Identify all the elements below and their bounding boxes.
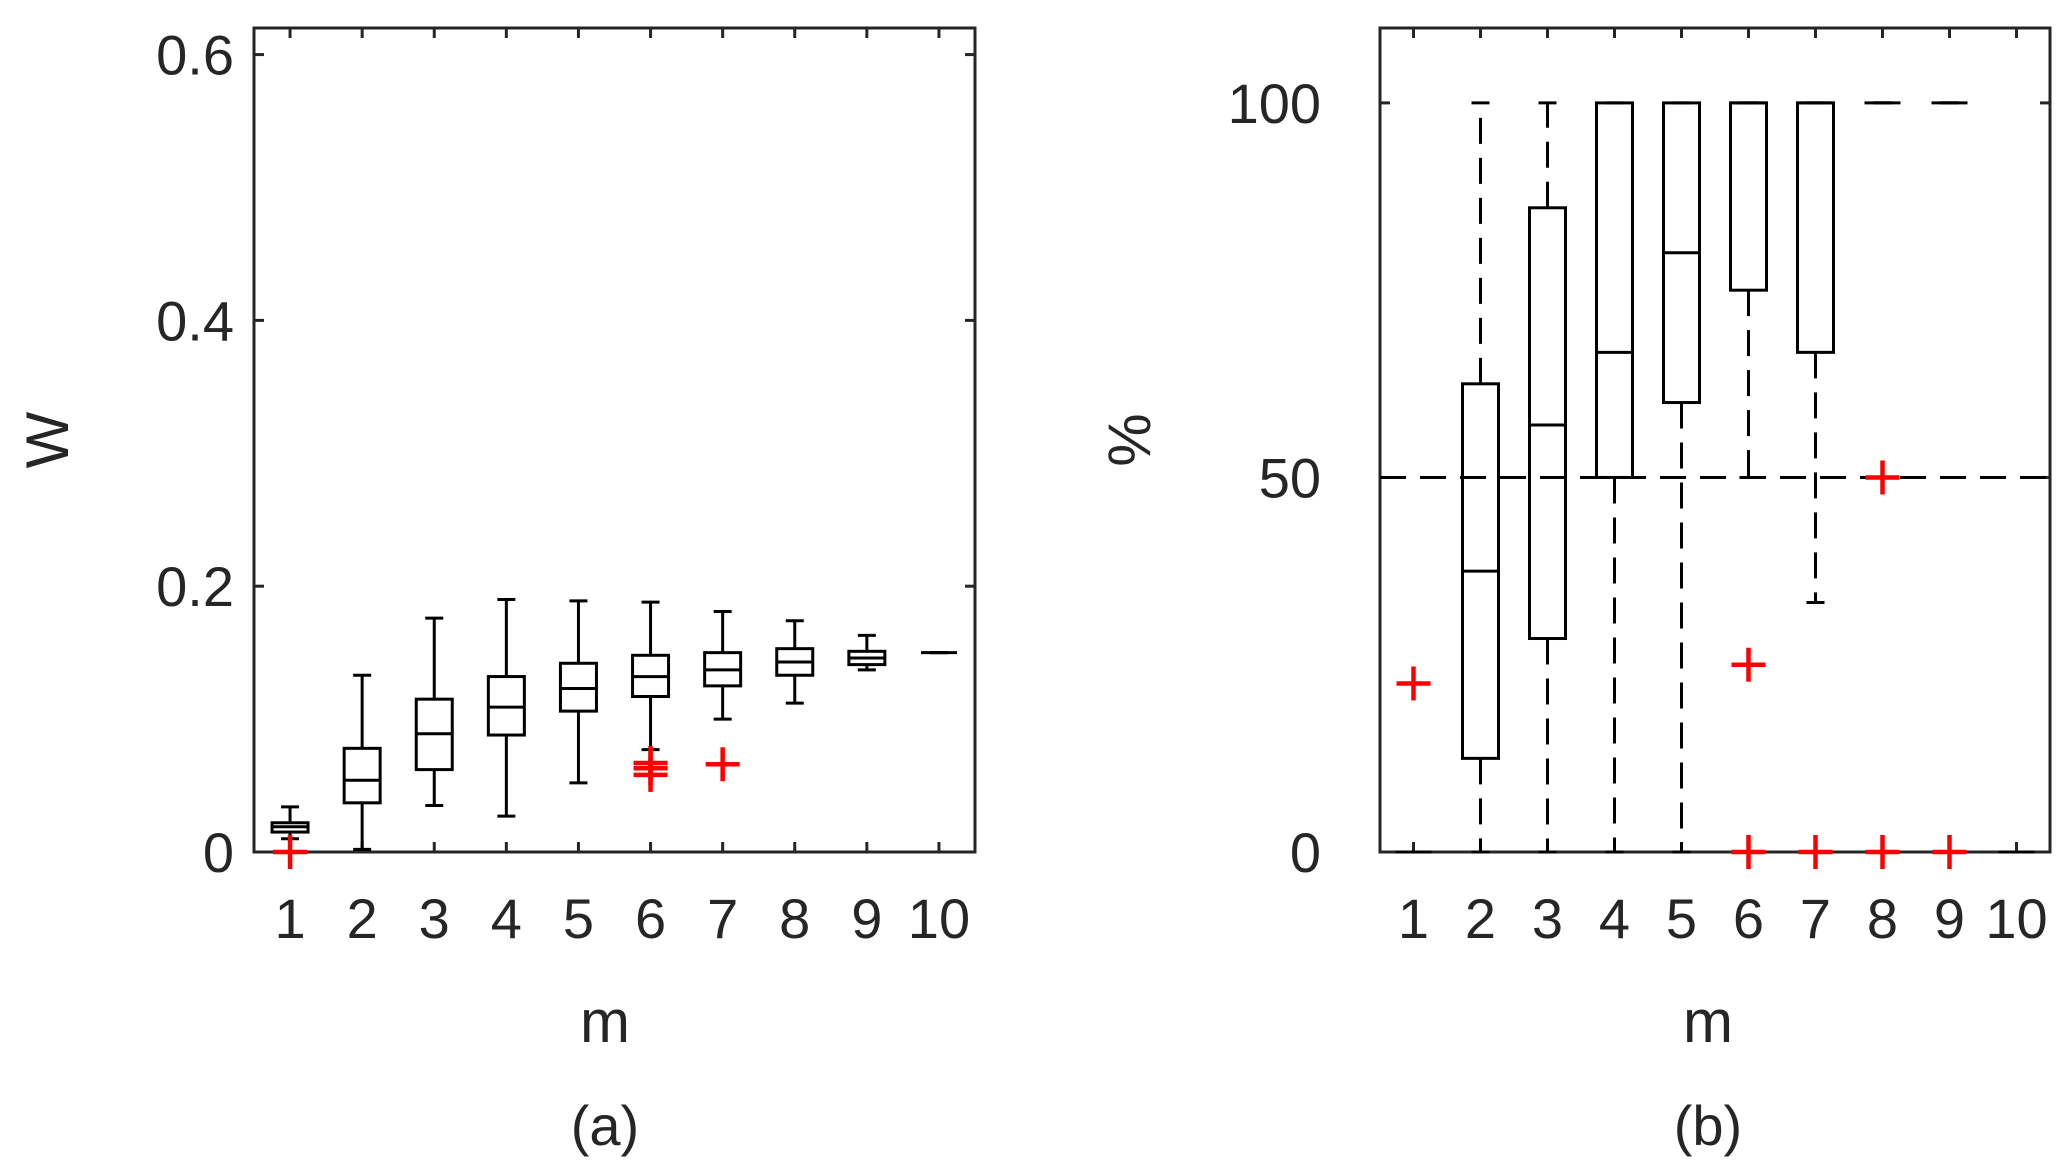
box-2 [1461, 101, 1500, 854]
x-tick-label: 6 [1733, 887, 1764, 950]
outlier-marker [1865, 835, 1900, 869]
box-9 [1931, 101, 1968, 869]
x-tick-label: 4 [1599, 887, 1630, 950]
y-tick-label: 0.4 [156, 289, 234, 352]
plot-area-frame [1378, 26, 2052, 854]
box-8 [775, 619, 815, 705]
outlier-marker [1865, 460, 1900, 495]
box-6 [631, 600, 671, 792]
x-tick-label: 7 [1800, 887, 1831, 950]
box-1 [1395, 666, 1432, 854]
outlier-marker [1798, 835, 1833, 869]
box-iqr [1528, 206, 1567, 641]
x-tick-label: 10 [908, 887, 970, 950]
y-tick-label: 50 [1259, 446, 1321, 509]
y-axis-label: W [14, 411, 81, 468]
box-6 [1729, 101, 1768, 869]
box-7 [1796, 101, 1835, 869]
x-tick-label: 3 [419, 887, 450, 950]
box-4 [486, 597, 526, 818]
outlier-marker [633, 757, 668, 792]
box-1 [270, 805, 310, 869]
panel-caption: (b) [1674, 1094, 1742, 1157]
x-axis-label: m [580, 988, 630, 1055]
x-axis-label: m [1683, 988, 1733, 1055]
x-tick-label: 6 [635, 887, 666, 950]
x-tick-label: 9 [1934, 887, 1965, 950]
x-tick-label: 4 [491, 887, 522, 950]
x-tick-label: 8 [779, 887, 810, 950]
box-3 [1528, 101, 1567, 854]
box-2 [342, 673, 382, 851]
box-5 [558, 599, 598, 785]
x-tick-label: 2 [347, 887, 378, 950]
box-9 [847, 633, 887, 672]
x-tick-label: 1 [1398, 887, 1429, 950]
panel-a: 0 0.2 0.4 0.6 1 2 3 4 5 6 7 8 9 10 m W (a) [14, 24, 977, 1157]
box-7 [703, 609, 743, 782]
y-tick-label: 0 [203, 821, 234, 884]
y-tick-label: 0 [1290, 821, 1321, 884]
y-tick-label: 0.2 [156, 555, 234, 618]
y-tick-label: 0.6 [156, 24, 234, 87]
outlier-marker [1731, 835, 1766, 869]
box-5 [1662, 101, 1701, 854]
x-tick-label: 7 [707, 887, 738, 950]
x-tick-label: 8 [1867, 887, 1898, 950]
outlier-marker [1731, 647, 1766, 682]
outlier-marker [1396, 666, 1431, 701]
panel-b: 0 50 100 1 2 3 4 5 6 7 8 9 10 m% (b) [1096, 26, 2052, 1157]
plot-area-frame [252, 26, 977, 854]
x-tick-label: 9 [851, 887, 882, 950]
box-iqr [342, 746, 382, 805]
y-axis-label: % [1096, 413, 1163, 466]
x-tick-label: 5 [563, 887, 594, 950]
y-tick-label: 100 [1228, 72, 1321, 135]
x-tick-label: 3 [1532, 887, 1563, 950]
x-tick-label: 1 [274, 887, 305, 950]
outlier-marker [273, 835, 308, 869]
outlier-marker [705, 747, 740, 782]
box-4 [1595, 101, 1634, 854]
box-iqr [1595, 101, 1634, 479]
outlier-marker [1932, 835, 1967, 869]
box-8 [1864, 101, 1901, 869]
x-tick-label: 10 [1985, 887, 2047, 950]
panel-caption: (a) [571, 1094, 639, 1157]
box-3 [414, 616, 454, 807]
x-tick-label: 5 [1666, 887, 1697, 950]
x-tick-label: 2 [1465, 887, 1496, 950]
